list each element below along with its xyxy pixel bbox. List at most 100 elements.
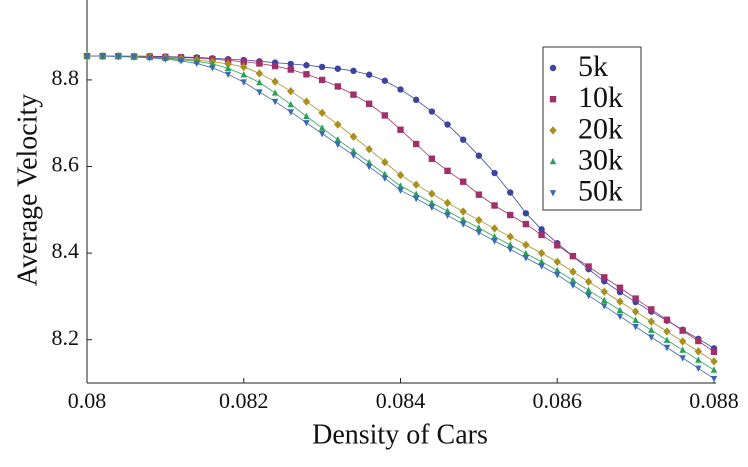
data-point bbox=[350, 91, 357, 98]
data-point bbox=[537, 248, 546, 258]
data-point bbox=[475, 191, 483, 198]
data-point bbox=[350, 147, 357, 154]
data-point bbox=[584, 277, 593, 286]
data-point bbox=[365, 145, 373, 154]
data-point bbox=[256, 60, 263, 67]
data-point bbox=[397, 126, 404, 133]
data-point bbox=[224, 64, 232, 71]
data-point bbox=[443, 198, 452, 208]
data-point bbox=[507, 189, 514, 196]
legend-marker bbox=[549, 157, 557, 165]
data-point bbox=[240, 58, 247, 65]
data-point bbox=[397, 187, 404, 195]
data-point bbox=[601, 296, 608, 304]
x-axis-label: Density of Cars bbox=[312, 419, 488, 450]
data-point bbox=[177, 58, 185, 65]
data-point bbox=[271, 62, 279, 70]
data-point bbox=[224, 59, 232, 69]
data-point bbox=[648, 334, 655, 341]
data-point bbox=[412, 190, 420, 197]
legend-box bbox=[542, 46, 642, 211]
legend-marker bbox=[549, 190, 557, 197]
data-point bbox=[460, 221, 467, 228]
data-point bbox=[365, 163, 373, 171]
data-point bbox=[256, 78, 263, 86]
data-point bbox=[240, 79, 247, 86]
data-point bbox=[412, 195, 420, 203]
data-point bbox=[224, 71, 232, 79]
x-tick-label: 0.084 bbox=[376, 388, 426, 413]
data-point bbox=[444, 121, 451, 128]
data-point bbox=[522, 210, 530, 217]
data-point bbox=[663, 316, 671, 323]
y-tick-label: 8.2 bbox=[52, 325, 80, 350]
data-point bbox=[381, 157, 389, 167]
x-tick-label: 0.086 bbox=[533, 388, 583, 413]
data-point bbox=[507, 241, 514, 248]
data-point bbox=[381, 170, 389, 178]
data-point bbox=[554, 272, 561, 279]
data-point bbox=[710, 348, 718, 356]
data-point bbox=[632, 324, 639, 331]
data-point bbox=[491, 169, 498, 177]
data-point bbox=[491, 238, 498, 245]
data-point bbox=[679, 355, 686, 362]
data-point bbox=[287, 86, 295, 96]
data-point bbox=[381, 112, 389, 119]
data-point bbox=[538, 231, 545, 239]
data-point bbox=[538, 226, 545, 233]
y-tick-label: 8.6 bbox=[52, 152, 80, 177]
data-point bbox=[334, 83, 341, 90]
data-point bbox=[287, 109, 294, 116]
data-point bbox=[600, 287, 608, 296]
data-point bbox=[569, 282, 577, 289]
data-point bbox=[522, 240, 530, 250]
data-point bbox=[695, 356, 702, 363]
data-point bbox=[350, 67, 357, 75]
data-point bbox=[162, 56, 169, 63]
data-point bbox=[678, 337, 687, 346]
data-point bbox=[507, 246, 514, 253]
data-point bbox=[632, 316, 639, 323]
legend-label: 30k bbox=[578, 143, 623, 176]
data-point bbox=[585, 292, 592, 300]
data-point bbox=[334, 120, 342, 129]
data-point bbox=[616, 313, 624, 321]
data-point bbox=[710, 357, 718, 366]
data-point bbox=[522, 249, 530, 257]
data-point bbox=[522, 255, 530, 262]
data-point bbox=[679, 327, 686, 334]
data-point bbox=[506, 232, 514, 241]
data-point bbox=[569, 276, 577, 284]
legend-marker bbox=[549, 64, 557, 72]
data-point bbox=[475, 216, 483, 225]
data-point bbox=[663, 327, 671, 336]
legend-marker bbox=[549, 96, 557, 103]
data-point bbox=[209, 65, 216, 72]
data-point bbox=[115, 53, 122, 61]
y-axis-label: Average Velocity bbox=[12, 94, 43, 287]
data-point bbox=[460, 216, 467, 223]
data-point bbox=[381, 175, 389, 182]
data-point bbox=[255, 69, 264, 78]
data-point bbox=[648, 306, 655, 313]
data-point bbox=[303, 62, 310, 69]
data-point bbox=[601, 274, 608, 281]
data-point bbox=[585, 263, 592, 270]
data-point bbox=[271, 89, 279, 96]
data-point bbox=[491, 202, 498, 209]
data-point bbox=[83, 53, 91, 60]
data-point bbox=[209, 60, 216, 67]
legend-label: 5k bbox=[578, 50, 608, 83]
data-point bbox=[146, 55, 153, 62]
data-point bbox=[318, 108, 326, 118]
x-tick-label: 0.088 bbox=[689, 388, 739, 413]
data-point bbox=[428, 204, 436, 211]
data-point bbox=[99, 53, 106, 60]
data-point bbox=[695, 337, 702, 345]
data-point bbox=[318, 76, 326, 84]
data-point bbox=[412, 140, 420, 148]
legend-label: 10k bbox=[578, 81, 623, 114]
data-point bbox=[365, 71, 373, 78]
